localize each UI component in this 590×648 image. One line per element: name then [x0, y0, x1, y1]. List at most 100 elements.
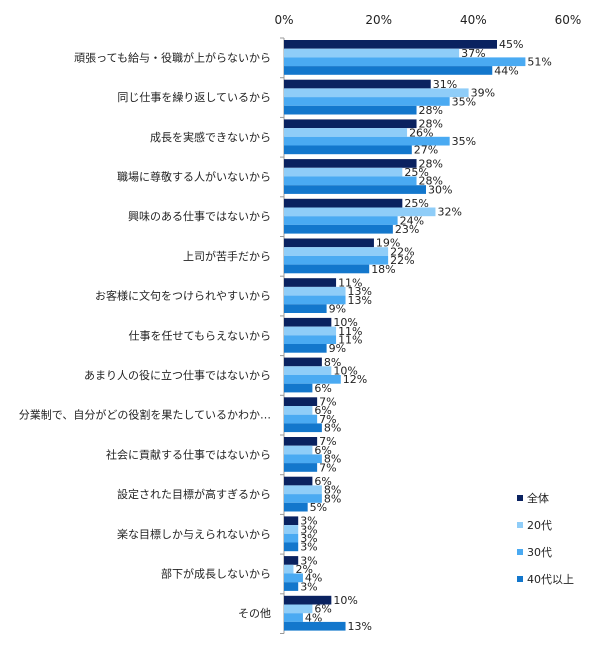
data-label: 3% — [300, 554, 317, 567]
data-label: 25% — [404, 166, 428, 179]
bar — [284, 463, 318, 472]
legend-label: 40代以上 — [527, 573, 574, 586]
axis-layer: 0% 20% 40% 60% 頑張っても給与・役職が上がらないから同じ仕事を繰り返してい… — [19, 13, 582, 634]
data-label: 3% — [300, 580, 317, 593]
data-label: 6% — [314, 404, 331, 417]
legend: 全体 20代 30代 40代以上 — [517, 491, 574, 586]
bar — [284, 406, 313, 415]
x-tick-label: 40% — [460, 13, 487, 27]
bar — [284, 159, 417, 168]
data-label: 22% — [390, 245, 414, 258]
x-tick-label: 60% — [555, 13, 582, 27]
bar — [284, 383, 313, 393]
data-label: 5% — [310, 501, 327, 514]
category-label: お客様に文句をつけられやすいから — [95, 289, 271, 303]
x-tick-label: 0% — [274, 13, 293, 27]
data-label: 3% — [300, 523, 317, 536]
bar — [284, 613, 303, 622]
bar — [284, 542, 299, 552]
bar — [284, 437, 318, 446]
data-label: 11% — [338, 334, 362, 347]
data-label: 18% — [371, 263, 395, 276]
bar — [284, 79, 431, 89]
category-label: 社会に貢献する仕事ではないから — [106, 447, 271, 461]
data-label: 4% — [305, 572, 322, 585]
data-label: 22% — [390, 254, 414, 267]
bar — [284, 185, 426, 194]
bar — [284, 40, 497, 49]
data-label: 9% — [329, 303, 346, 316]
data-label: 51% — [527, 56, 551, 69]
data-label: 3% — [300, 515, 317, 528]
data-label: 26% — [409, 126, 433, 139]
bar — [284, 564, 294, 574]
data-label: 30% — [428, 183, 452, 196]
bar — [284, 414, 318, 424]
data-label: 7% — [319, 435, 336, 448]
bar — [284, 454, 322, 464]
data-label: 8% — [324, 492, 341, 505]
data-label: 2% — [295, 563, 312, 576]
bar — [284, 255, 389, 265]
bar — [284, 66, 493, 75]
data-label: 13% — [348, 294, 372, 307]
bar — [284, 604, 313, 614]
bar — [284, 502, 308, 512]
category-label: 設定された目標が高すぎるから — [117, 487, 271, 501]
category-label: 楽な目標しか与えられないから — [117, 527, 271, 541]
data-label: 6% — [314, 603, 331, 616]
data-label: 28% — [419, 118, 443, 131]
bar — [284, 494, 322, 503]
bar — [284, 525, 299, 534]
data-label: 8% — [324, 422, 341, 435]
bar — [284, 357, 322, 367]
legend-swatch — [517, 522, 523, 528]
bar — [284, 119, 417, 129]
bar — [284, 573, 303, 583]
bar — [284, 375, 341, 384]
data-label: 10% — [333, 365, 357, 378]
bar — [284, 556, 299, 565]
data-label: 24% — [400, 214, 424, 227]
bar — [284, 533, 299, 543]
bar — [284, 136, 450, 146]
bar — [284, 344, 327, 353]
bar — [284, 97, 450, 106]
bar — [284, 335, 337, 344]
bar — [284, 224, 393, 234]
bar — [284, 105, 417, 115]
legend-label: 20代 — [527, 519, 552, 532]
data-label: 37% — [461, 47, 485, 60]
category-label: 部下が成長しないから — [161, 567, 271, 581]
bar — [284, 326, 337, 336]
data-label: 13% — [348, 620, 372, 633]
category-label: 仕事を任せてもらえないから — [129, 329, 271, 342]
bar — [284, 167, 403, 177]
bar — [284, 286, 346, 296]
data-labels-layer: 45%37%51%44%31%39%35%28%28%26%35%27%28%2… — [295, 38, 551, 633]
data-label: 25% — [404, 197, 428, 210]
data-label: 8% — [324, 484, 341, 497]
bar — [284, 278, 337, 287]
data-label: 7% — [319, 461, 336, 474]
data-label: 28% — [419, 175, 443, 188]
data-label: 28% — [419, 157, 443, 170]
category-label: 職場に尊敬する人がいないから — [117, 170, 271, 184]
bar — [284, 595, 332, 605]
bar — [284, 295, 346, 305]
data-label: 23% — [395, 223, 419, 236]
data-label: 6% — [314, 444, 331, 457]
data-label: 35% — [452, 95, 476, 108]
bar — [284, 304, 327, 313]
data-label: 19% — [376, 237, 400, 250]
category-label: 分業制で、自分がどの役割を果たしているかわか… — [19, 408, 271, 422]
category-label: 成長を実感できないから — [150, 130, 271, 144]
data-label: 28% — [419, 104, 443, 117]
bar — [284, 621, 346, 631]
bar — [284, 176, 417, 186]
data-label: 35% — [452, 135, 476, 148]
data-label: 11% — [338, 276, 362, 289]
bar — [284, 145, 412, 155]
data-label: 4% — [305, 611, 322, 624]
